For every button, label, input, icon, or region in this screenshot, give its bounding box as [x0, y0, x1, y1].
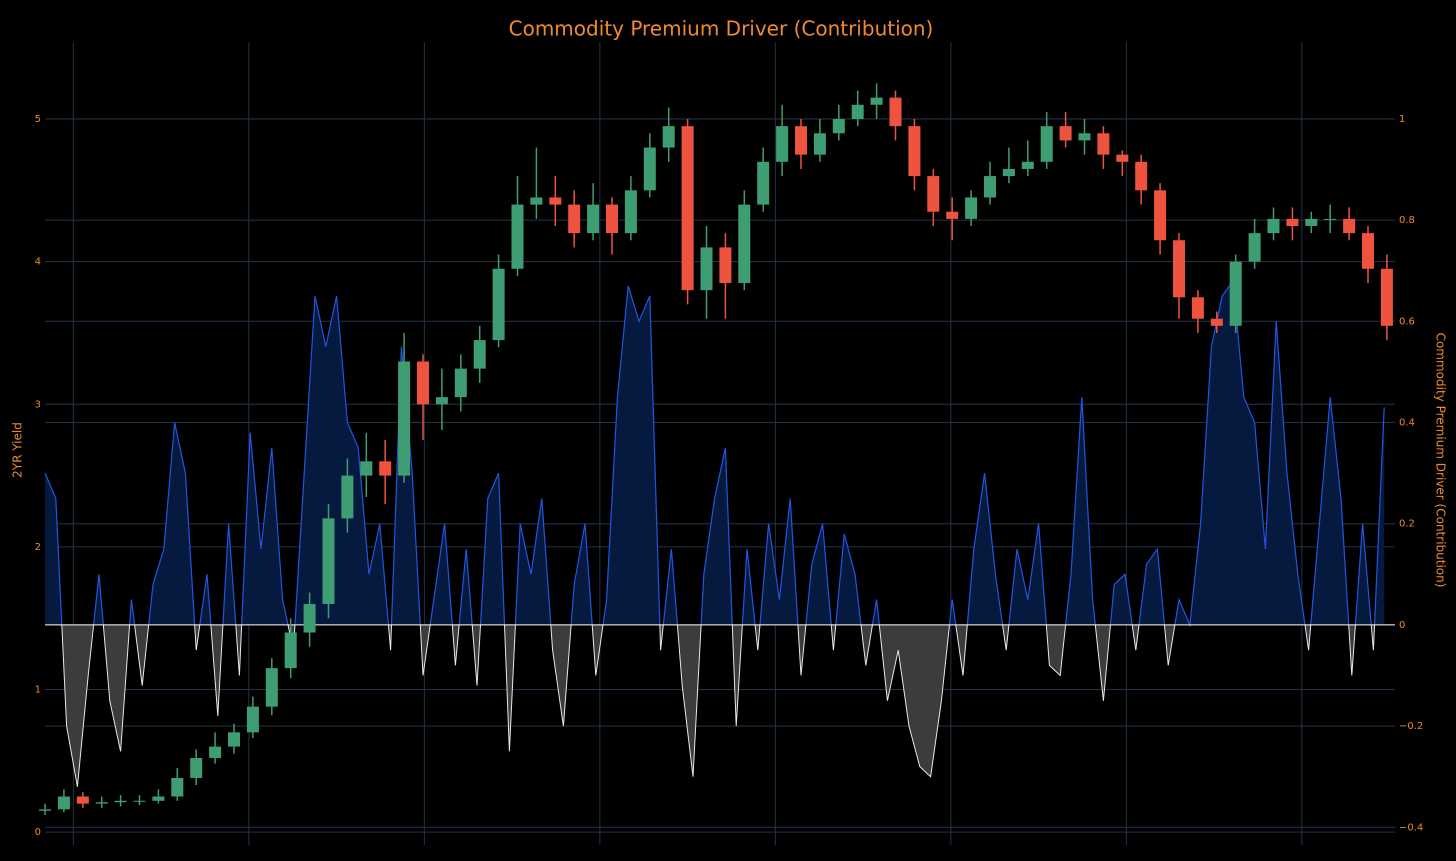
candle-body — [832, 119, 845, 134]
candle-body — [473, 340, 486, 369]
candle-body — [738, 204, 751, 284]
candle-body — [1021, 161, 1034, 169]
candle-body — [435, 397, 448, 405]
candle-body — [813, 133, 826, 155]
candle-body — [1097, 133, 1110, 155]
y2-tick-label: −0.4 — [1399, 822, 1423, 833]
candle-body — [568, 204, 581, 234]
candle-body — [1343, 218, 1356, 234]
y-tick-label: 5 — [35, 114, 41, 125]
candle-body — [265, 668, 278, 707]
candle-body — [1362, 233, 1374, 269]
y2-tick-label: 0 — [1399, 620, 1405, 631]
candle-body — [776, 126, 789, 162]
candle-body — [76, 796, 89, 804]
candle-body — [57, 796, 70, 810]
candle-body — [927, 176, 940, 212]
line-positive — [44, 279, 1385, 625]
candle-body — [1229, 261, 1242, 326]
candle-body — [1191, 297, 1204, 319]
candle-body — [209, 746, 222, 758]
y-axis-title: 2YR Yield — [11, 422, 25, 478]
candle-body — [1135, 161, 1148, 191]
y2-tick-label: 1 — [1399, 114, 1405, 125]
candle-body — [360, 461, 373, 476]
candle-body — [1305, 218, 1318, 226]
candle-body — [587, 204, 600, 234]
candle-body — [643, 147, 656, 191]
candle-body — [39, 809, 51, 811]
y-tick-label: 4 — [35, 257, 41, 268]
candle-body — [1078, 133, 1091, 141]
candle-body — [492, 268, 505, 341]
candle-body — [946, 211, 959, 219]
candle-body — [284, 632, 297, 669]
candle-body — [1040, 126, 1053, 162]
candle-body — [530, 197, 543, 205]
candle-body — [719, 247, 732, 284]
candle-body — [379, 461, 392, 476]
candle-body — [303, 603, 316, 633]
candle-body — [965, 197, 978, 219]
candle-body — [1059, 126, 1072, 141]
candle-body — [1248, 233, 1261, 262]
candle-body — [398, 361, 411, 476]
candle-body — [341, 475, 354, 519]
candle-body — [624, 190, 637, 234]
candle-body — [133, 800, 146, 802]
y-tick-label: 1 — [35, 685, 41, 696]
area-positive — [45, 280, 1385, 625]
candle-body — [795, 126, 807, 155]
candle-body — [1324, 218, 1337, 220]
y-tick-label: 0 — [35, 827, 41, 838]
y2-tick-label: 0.8 — [1399, 215, 1415, 226]
candle-body — [700, 247, 713, 291]
y2-tick-label: −0.2 — [1399, 721, 1423, 732]
candle-body — [870, 97, 883, 105]
candle-body — [1154, 190, 1167, 241]
candle-body — [549, 197, 562, 205]
candle-body — [511, 204, 524, 269]
y2-axis-title: Commodity Premium Driver (Contribution) — [1434, 333, 1448, 588]
candle-body — [1286, 218, 1299, 226]
candle-body — [171, 777, 184, 797]
candle-body — [246, 706, 259, 733]
candle-body — [228, 732, 240, 747]
candle-body — [152, 796, 165, 801]
chart-title: Commodity Premium Driver (Contribution) — [509, 17, 934, 41]
candle-body — [190, 757, 203, 778]
candle-body — [454, 368, 467, 398]
y-tick-label: 2 — [35, 542, 41, 553]
candle-body — [851, 104, 864, 120]
candle-body — [114, 800, 127, 803]
candle-body — [984, 176, 996, 198]
candle-body — [95, 802, 108, 804]
candle-body — [1267, 218, 1280, 234]
candle-body — [417, 361, 429, 405]
candle-body — [322, 518, 335, 604]
candle-body — [1002, 168, 1015, 177]
candle-body — [662, 126, 675, 148]
candle-body — [757, 161, 770, 205]
candle-body — [606, 204, 618, 234]
candle-body — [889, 97, 902, 127]
candle-body — [1210, 318, 1223, 326]
candle-body — [1173, 240, 1185, 298]
candle-body — [908, 126, 921, 177]
y2-tick-label: 0.4 — [1399, 418, 1415, 429]
y2-tick-label: 0.2 — [1399, 519, 1415, 530]
y2-tick-label: 0.6 — [1399, 316, 1415, 327]
candle-body — [1380, 268, 1393, 326]
y-tick-label: 3 — [35, 399, 41, 410]
candle-body — [1116, 154, 1129, 162]
candle-body — [681, 126, 694, 291]
